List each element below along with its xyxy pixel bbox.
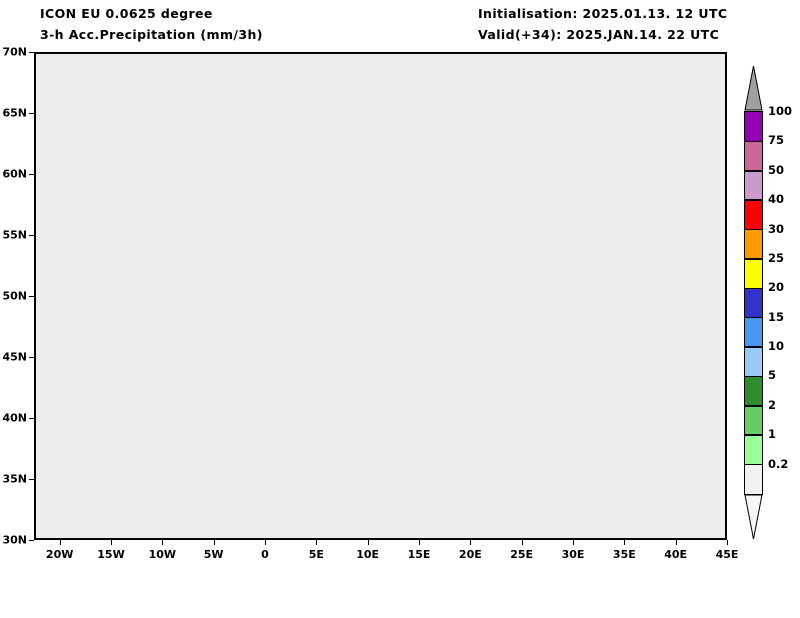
x-axis-label: 30E bbox=[561, 548, 585, 561]
x-tickmark bbox=[624, 540, 626, 545]
colorbar-segment bbox=[745, 405, 762, 436]
y-tickmark bbox=[29, 113, 34, 114]
x-axis-label: 20E bbox=[458, 548, 482, 561]
x-axis-label: 15W bbox=[97, 548, 125, 561]
colorbar-separator bbox=[745, 140, 762, 143]
y-tickmark bbox=[29, 174, 34, 175]
colorbar-separator bbox=[745, 287, 762, 290]
colorbar-separator bbox=[745, 170, 762, 172]
colorbar-segment bbox=[745, 464, 762, 495]
colorbar-tick-label: 5 bbox=[768, 368, 777, 383]
x-tickmark bbox=[265, 540, 266, 545]
colorbar-separator bbox=[745, 405, 762, 407]
x-axis-label: 10W bbox=[148, 548, 177, 561]
x-axis-label: 20W bbox=[45, 548, 74, 561]
x-tickmark bbox=[470, 540, 472, 545]
y-tickmark bbox=[29, 235, 34, 236]
y-axis-label: 55N bbox=[2, 228, 27, 242]
x-axis-label: 15E bbox=[407, 548, 431, 561]
x-tickmark bbox=[367, 540, 369, 545]
y-axis-label: 40N bbox=[2, 411, 27, 425]
colorbar-segment bbox=[745, 288, 762, 319]
colorbar-tick-label: 40 bbox=[768, 192, 785, 207]
colorbar-separator bbox=[745, 228, 762, 231]
coastline-overlay-layer bbox=[36, 54, 725, 538]
x-tickmark bbox=[111, 540, 112, 545]
y-tickmark bbox=[29, 418, 34, 419]
x-axis-label: 40E bbox=[664, 548, 688, 561]
x-tickmark bbox=[573, 540, 574, 545]
colorbar-tick-label: 10 bbox=[768, 339, 785, 354]
x-tickmark bbox=[419, 540, 420, 545]
colorbar-tick-label: 50 bbox=[768, 162, 785, 177]
colorbar-tick-label: 100 bbox=[768, 104, 793, 118]
header-field-name: 3-h Acc.Precipitation (mm/3h) bbox=[40, 27, 263, 42]
colorbar-separator bbox=[745, 375, 762, 378]
colorbar-segment bbox=[745, 258, 762, 289]
colorbar-segment bbox=[745, 435, 762, 466]
x-axis-label: 45E bbox=[715, 548, 739, 561]
y-tickmark bbox=[29, 540, 34, 541]
colorbar-tick-label: 30 bbox=[768, 221, 785, 236]
y-axis-label: 70N bbox=[2, 45, 27, 59]
colorbar-segment bbox=[745, 229, 762, 260]
colorbar-tick-label: 0.2 bbox=[768, 456, 789, 471]
x-axis-label: 5E bbox=[308, 548, 324, 561]
x-axis-label: 0 bbox=[261, 548, 269, 561]
colorbar-separator bbox=[745, 434, 762, 436]
colorbar-segment bbox=[745, 141, 762, 172]
header-model-name: ICON EU 0.0625 degree bbox=[40, 6, 213, 21]
colorbar-separator bbox=[745, 463, 762, 466]
y-tickmark bbox=[29, 479, 34, 480]
y-axis-label: 50N bbox=[2, 289, 27, 303]
colorbar bbox=[744, 111, 763, 495]
y-axis-label: 30N bbox=[2, 533, 27, 547]
x-tickmark bbox=[316, 540, 318, 545]
header-valid-time: Valid(+34): 2025.JAN.14. 22 UTC bbox=[478, 27, 720, 42]
x-tickmark bbox=[59, 540, 61, 545]
colorbar-segment bbox=[745, 347, 762, 377]
x-tickmark bbox=[727, 540, 728, 545]
y-tickmark bbox=[29, 296, 34, 297]
colorbar-separator bbox=[745, 316, 762, 319]
colorbar-segment bbox=[745, 317, 762, 348]
y-tickmark bbox=[29, 52, 34, 53]
x-tickmark bbox=[521, 540, 523, 545]
colorbar-tick-label: 15 bbox=[768, 309, 785, 324]
map-plot-area bbox=[34, 52, 727, 540]
colorbar-under-arrow bbox=[744, 494, 763, 540]
colorbar-over-arrow bbox=[744, 65, 763, 111]
colorbar-segment bbox=[745, 200, 762, 231]
colorbar-segment bbox=[745, 376, 762, 407]
header-initialisation: Initialisation: 2025.01.13. 12 UTC bbox=[478, 6, 728, 21]
x-axis-label: 25E bbox=[510, 548, 534, 561]
colorbar-tick-label: 2 bbox=[768, 397, 777, 412]
x-tickmark bbox=[162, 540, 164, 545]
x-axis-label: 35E bbox=[612, 548, 636, 561]
colorbar-separator bbox=[745, 346, 762, 348]
y-axis-label: 65N bbox=[2, 106, 27, 120]
colorbar-segment bbox=[745, 170, 762, 201]
colorbar-tick-label: 75 bbox=[768, 133, 785, 148]
y-axis-label: 45N bbox=[2, 350, 27, 364]
x-tickmark bbox=[675, 540, 677, 545]
colorbar-separator bbox=[745, 199, 762, 201]
colorbar-tick-label: 20 bbox=[768, 280, 785, 295]
colorbar-tick-label: 25 bbox=[768, 250, 785, 265]
x-tickmark bbox=[213, 540, 215, 545]
x-axis-label: 5W bbox=[203, 548, 224, 561]
colorbar-segment bbox=[745, 112, 762, 142]
y-tickmark bbox=[29, 357, 34, 358]
colorbar-tick-label: 1 bbox=[768, 427, 777, 442]
colorbar-separator bbox=[745, 258, 762, 260]
y-axis-label: 35N bbox=[2, 472, 27, 486]
x-axis-label: 10E bbox=[356, 548, 380, 561]
y-axis-label: 60N bbox=[2, 167, 27, 181]
